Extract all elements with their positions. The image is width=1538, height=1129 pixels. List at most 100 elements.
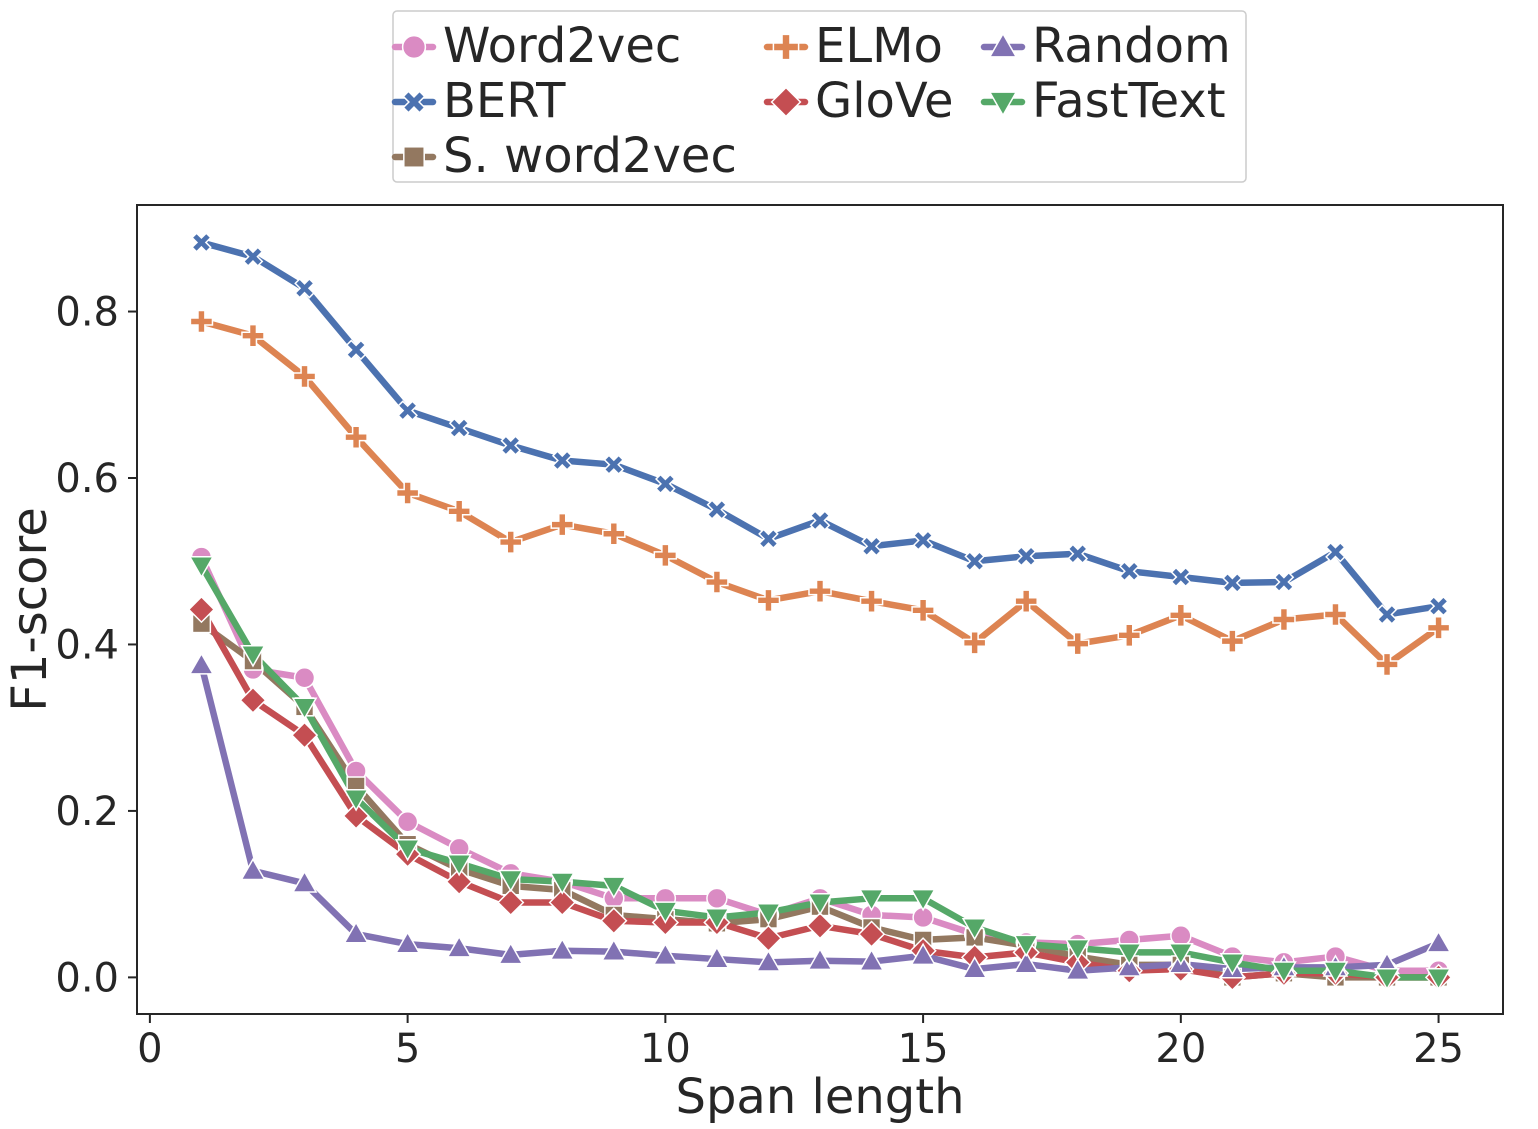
data-point-1-3 (345, 339, 367, 361)
y-tick-label: 0.4 (55, 622, 119, 668)
data-point-6-24 (1425, 967, 1452, 991)
data-point-6-14 (910, 888, 936, 912)
data-point-4-1 (239, 686, 267, 714)
data-point-6-17 (1064, 938, 1091, 962)
data-point-6-13 (858, 888, 885, 912)
data-point-5-4 (394, 931, 421, 954)
data-point-1-15 (964, 550, 985, 572)
data-point-6-11 (755, 903, 782, 926)
data-point-4-12 (806, 912, 834, 940)
y-tick-label: 0.6 (55, 456, 119, 502)
data-point-3-2 (292, 364, 317, 389)
x-tick-label: 0 (137, 1026, 162, 1072)
data-point-5-24 (1425, 930, 1452, 953)
legend-label-6: FastText (1032, 73, 1226, 129)
data-point-1-21 (1273, 571, 1295, 593)
data-point-1-22 (1325, 541, 1346, 563)
data-point-6-0 (188, 555, 215, 579)
data-point-3-6 (498, 530, 523, 554)
data-point-6-12 (807, 893, 833, 916)
data-point-1-12 (809, 510, 831, 531)
legend-label-0: Word2vec (443, 18, 681, 74)
legend-marker-4 (770, 86, 802, 118)
data-point-4-8 (600, 907, 628, 935)
legend-marker-1 (402, 90, 426, 114)
data-point-5-18 (1116, 954, 1143, 977)
data-point-5-11 (755, 949, 782, 972)
data-point-4-2 (290, 721, 319, 749)
data-point-6-22 (1322, 961, 1349, 984)
data-point-6-7 (549, 872, 576, 895)
data-point-4-7 (548, 888, 576, 917)
legend-box (392, 10, 1247, 183)
legend-marker-5 (988, 32, 1018, 58)
data-point-1-8 (603, 454, 625, 476)
data-point-6-5 (446, 853, 473, 877)
data-point-6-18 (1116, 942, 1143, 966)
data-point-5-14 (910, 942, 936, 966)
data-point-6-3 (343, 789, 369, 812)
data-point-6-1 (240, 645, 266, 668)
data-point-1-6 (500, 435, 522, 456)
legend-label-4: GloVe (815, 73, 954, 129)
data-point-3-23 (1375, 652, 1399, 677)
data-point-5-8 (600, 938, 627, 961)
x-tick-label: 20 (1155, 1026, 1206, 1072)
x-tick-label: 25 (1413, 1026, 1464, 1072)
data-point-1-0 (191, 232, 212, 253)
x-tick-label: 5 (395, 1026, 420, 1072)
data-point-3-10 (705, 570, 729, 594)
data-point-1-10 (706, 499, 728, 520)
data-point-1-7 (551, 450, 573, 471)
data-point-3-7 (550, 512, 575, 537)
data-point-5-5 (446, 935, 473, 958)
data-point-1-9 (655, 473, 676, 495)
data-point-1-11 (758, 528, 779, 550)
data-point-6-6 (497, 869, 524, 893)
data-point-1-19 (1170, 566, 1192, 588)
data-point-1-13 (861, 535, 882, 557)
y-tick-label: 0.8 (55, 290, 119, 336)
y-tick-label: 0.2 (55, 789, 119, 835)
data-point-1-5 (448, 417, 470, 439)
data-point-3-4 (395, 481, 420, 505)
data-point-6-21 (1271, 961, 1297, 984)
plot-lines (198, 239, 1442, 981)
data-point-6-16 (1013, 934, 1040, 958)
data-point-5-7 (549, 937, 576, 961)
data-point-5-1 (240, 857, 266, 881)
data-point-6-10 (704, 908, 730, 931)
data-point-3-8 (602, 521, 626, 546)
data-point-3-22 (1323, 602, 1348, 627)
data-point-1-18 (1118, 560, 1140, 582)
data-point-3-9 (653, 543, 678, 568)
legend-marker-2 (403, 146, 425, 168)
data-point-4-0 (187, 595, 216, 624)
data-point-3-20 (1220, 629, 1245, 653)
data-point-4-11 (754, 924, 783, 952)
data-point-0-19 (1170, 925, 1192, 947)
data-point-0-2 (293, 667, 316, 689)
data-point-3-18 (1117, 623, 1142, 648)
data-point-4-6 (497, 888, 525, 917)
data-point-0-4 (396, 811, 419, 833)
data-point-1-23 (1376, 604, 1398, 625)
data-point-5-6 (497, 941, 524, 965)
data-point-4-13 (857, 920, 886, 948)
data-point-1-2 (294, 277, 315, 299)
data-point-3-16 (1014, 589, 1038, 613)
data-point-5-13 (858, 948, 885, 971)
data-point-5-3 (343, 921, 369, 944)
data-point-5-0 (188, 652, 215, 675)
legend-label-3: ELMo (815, 18, 943, 74)
data-point-5-15 (961, 955, 988, 979)
data-point-6-20 (1219, 952, 1246, 976)
data-point-3-1 (241, 323, 265, 348)
legend-marker-6 (988, 91, 1018, 117)
data-point-3-5 (447, 499, 471, 524)
data-point-5-17 (1064, 957, 1091, 981)
x-tick-label: 10 (640, 1026, 691, 1072)
data-point-3-24 (1426, 616, 1451, 640)
